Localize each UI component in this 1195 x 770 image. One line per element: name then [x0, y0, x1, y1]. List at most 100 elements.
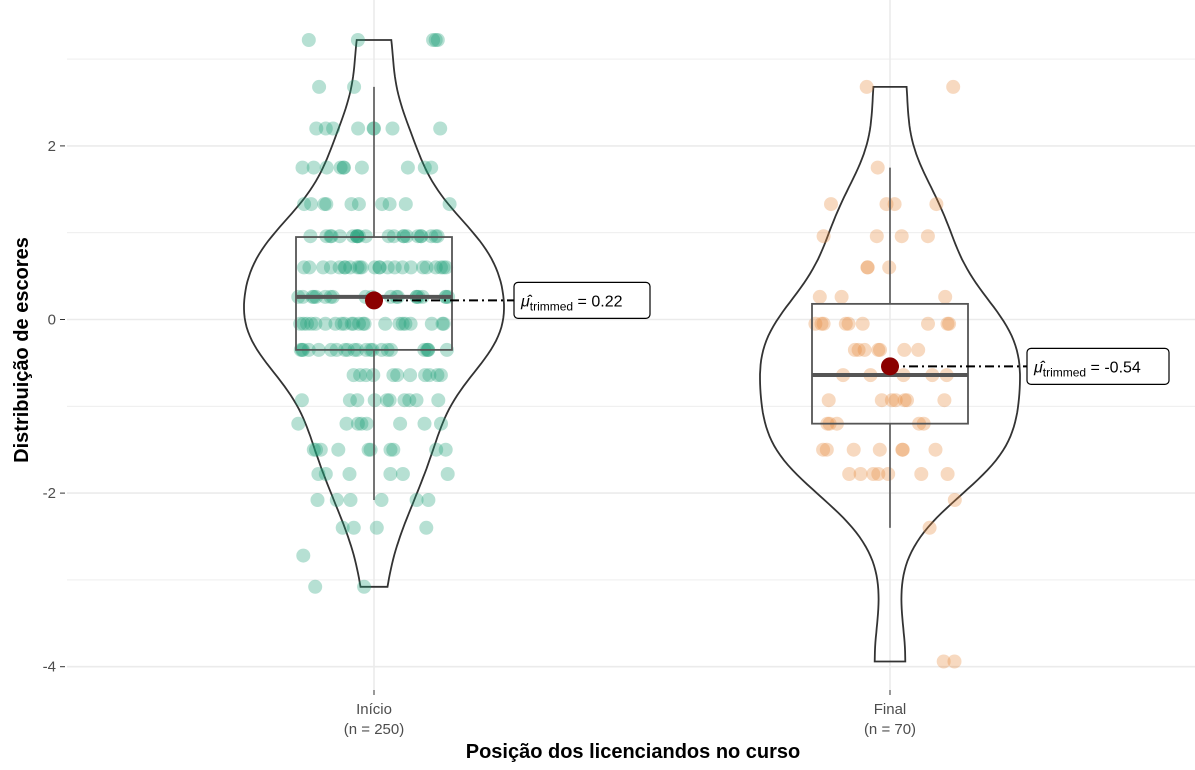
data-point-inicio — [319, 160, 334, 175]
data-point-inicio — [344, 197, 359, 212]
data-point-inicio — [311, 467, 326, 481]
data-point-final — [928, 442, 943, 457]
data-point-final — [834, 289, 849, 304]
data-point-inicio — [438, 442, 453, 457]
data-point-final — [897, 393, 912, 408]
x-tick-n-final: (n = 70) — [864, 721, 916, 738]
data-point-inicio — [424, 160, 439, 175]
data-point-final — [911, 342, 926, 357]
data-point-inicio — [409, 393, 424, 408]
data-point-inicio — [310, 493, 325, 507]
data-point-final — [812, 289, 827, 304]
data-point-inicio — [383, 467, 398, 481]
data-point-final — [873, 342, 887, 357]
data-point-inicio — [359, 416, 374, 431]
data-point-inicio — [346, 520, 361, 535]
data-point-inicio — [297, 260, 311, 275]
data-point-inicio — [336, 160, 351, 175]
data-point-final — [887, 197, 902, 212]
data-point-final — [816, 229, 831, 244]
data-point-inicio — [317, 197, 332, 212]
data-point-inicio — [316, 260, 331, 275]
data-point-final — [900, 393, 914, 408]
data-point-inicio — [346, 316, 361, 331]
data-point-final — [869, 229, 884, 244]
data-point-inicio — [378, 316, 393, 331]
data-point-inicio — [421, 493, 436, 507]
data-point-inicio — [296, 548, 311, 563]
data-point-final — [940, 316, 955, 331]
data-point-final — [866, 467, 881, 481]
data-point-inicio — [304, 316, 319, 331]
data-point-final — [871, 467, 886, 481]
data-point-inicio — [379, 393, 394, 408]
box-final — [811, 302, 969, 425]
x-tick-label-final: Final — [874, 701, 907, 718]
data-point-inicio — [344, 316, 359, 331]
data-point-inicio — [404, 260, 418, 275]
data-point-inicio — [372, 260, 387, 275]
violin-inicio — [243, 39, 505, 588]
data-point-inicio — [390, 368, 405, 383]
data-point-inicio — [346, 368, 361, 383]
data-point-inicio — [329, 493, 344, 507]
data-point-inicio — [352, 260, 367, 275]
data-point-final — [860, 260, 875, 275]
data-point-inicio — [416, 260, 430, 275]
data-point-inicio — [318, 467, 333, 481]
data-point-inicio — [439, 260, 454, 275]
data-point-inicio — [426, 33, 441, 47]
data-point-inicio — [304, 197, 319, 212]
data-point-inicio — [339, 416, 354, 431]
data-point-inicio — [350, 416, 365, 431]
data-point-final — [816, 442, 831, 457]
data-point-inicio — [433, 368, 448, 383]
data-point-final — [814, 316, 829, 331]
data-point-inicio — [296, 316, 311, 331]
data-point-inicio — [434, 260, 448, 275]
data-point-inicio — [398, 316, 413, 331]
data-point-final — [947, 493, 962, 507]
data-point-inicio — [387, 260, 402, 275]
data-point-inicio — [334, 316, 349, 331]
data-point-inicio — [382, 197, 397, 212]
data-point-inicio — [392, 316, 407, 331]
data-point-inicio — [359, 368, 373, 383]
data-point-inicio — [326, 121, 341, 136]
data-point-final — [842, 467, 857, 481]
data-point-inicio — [343, 260, 358, 275]
data-point-inicio — [357, 579, 372, 594]
violin-layer — [243, 39, 1021, 663]
x-tick-label-inicio: Início — [356, 701, 392, 718]
data-point-inicio — [419, 520, 434, 535]
data-point-final — [872, 442, 887, 457]
data-point-inicio — [331, 442, 346, 457]
data-point-inicio — [430, 33, 445, 47]
data-point-inicio — [335, 520, 350, 535]
data-point-inicio — [380, 260, 395, 275]
data-point-inicio — [309, 442, 323, 457]
data-point-inicio — [382, 393, 397, 408]
data-point-inicio — [333, 160, 348, 175]
data-point-final — [838, 316, 853, 331]
data-point-inicio — [403, 368, 418, 383]
data-point-inicio — [354, 416, 369, 431]
data-point-inicio — [332, 260, 347, 275]
data-point-inicio — [422, 368, 437, 383]
data-point-final — [860, 260, 875, 275]
data-point-inicio — [354, 160, 369, 175]
data-point-inicio — [433, 121, 448, 136]
y-tick-label: 2 — [48, 138, 56, 155]
data-point-final — [897, 342, 912, 357]
data-point-final — [871, 342, 886, 357]
data-point-final — [914, 467, 929, 481]
data-point-inicio — [372, 260, 387, 275]
data-point-inicio — [308, 579, 323, 594]
y-tick-label: -2 — [43, 485, 56, 502]
data-point-final — [929, 197, 944, 212]
trimmed-mean-label-final: μ̂trimmed = -0.54 — [1033, 359, 1141, 379]
data-point-final — [870, 160, 885, 175]
data-point-final — [819, 442, 834, 457]
data-point-inicio — [347, 79, 362, 94]
